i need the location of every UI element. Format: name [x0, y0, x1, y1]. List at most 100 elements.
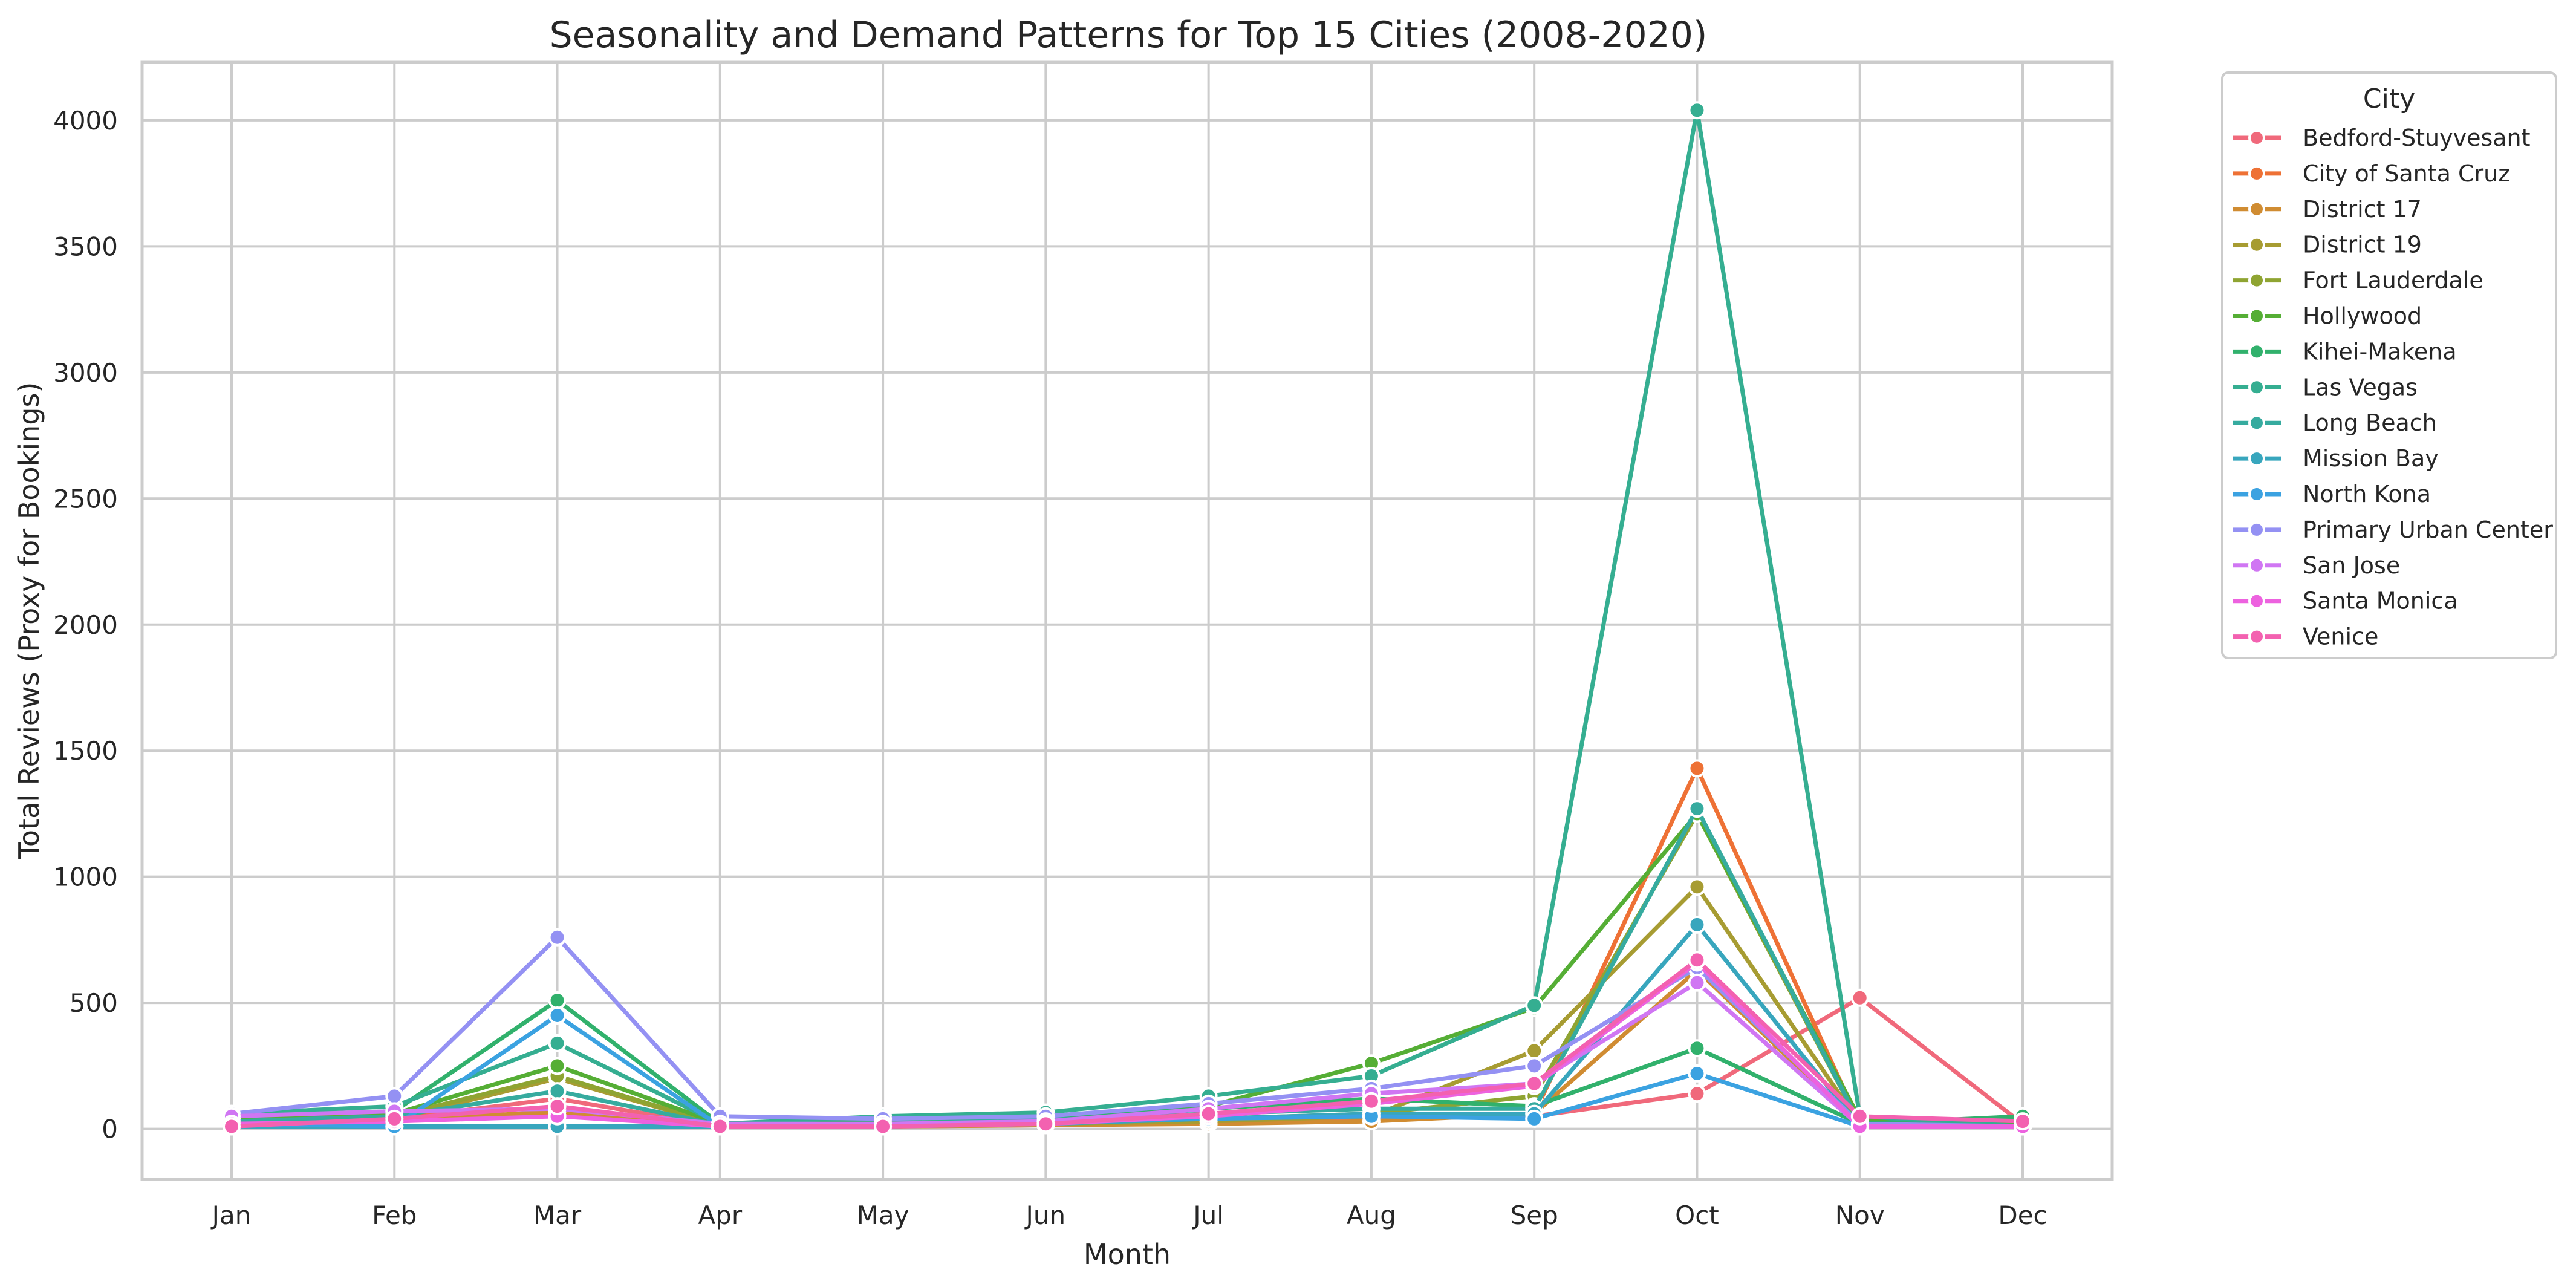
x-tick-label: Apr: [698, 1201, 742, 1230]
legend-label: City of Santa Cruz: [2303, 160, 2510, 187]
legend-swatch-marker: [2248, 343, 2265, 360]
y-tick-label: 3500: [53, 232, 118, 261]
legend-swatch-marker: [2248, 592, 2265, 610]
series-line: [229, 957, 2025, 1129]
y-tick-label: 1500: [53, 736, 118, 766]
data-point: [1525, 1074, 1544, 1093]
legend-title: City: [2363, 83, 2415, 114]
x-axis-ticks: Jan Feb Mar Apr May Jun Jul Aug Sep Oct Nov Dec: [210, 1201, 2047, 1230]
legend-label: Fort Lauderdale: [2303, 267, 2483, 294]
legend-swatch-marker: [2248, 236, 2265, 253]
data-point: [548, 928, 567, 947]
x-tick-label: Sep: [1511, 1201, 1558, 1230]
x-tick-label: Aug: [1347, 1201, 1396, 1230]
data-point: [1688, 1039, 1706, 1058]
data-point: [1525, 996, 1544, 1015]
data-point: [1688, 101, 1706, 120]
legend-item: Las Vegas: [2233, 374, 2418, 400]
data-point: [548, 1057, 567, 1075]
legend-swatch-marker: [2248, 165, 2265, 182]
legend-label: North Kona: [2303, 481, 2431, 507]
data-point: [548, 1097, 567, 1116]
legend-swatch-marker: [2248, 272, 2265, 289]
data-point: [874, 1117, 893, 1136]
y-tick-label: 2500: [53, 484, 118, 513]
data-point: [1688, 800, 1706, 818]
data-point: [1036, 1115, 1055, 1133]
series-layer: [223, 101, 2032, 1136]
data-point: [1850, 1107, 1869, 1126]
legend-box: [2221, 71, 2557, 659]
data-point: [1688, 1064, 1706, 1083]
data-point: [385, 1109, 404, 1128]
legend-label: Primary Urban Center: [2303, 516, 2553, 543]
legend-swatch-marker: [2248, 414, 2265, 432]
data-point: [1688, 951, 1706, 969]
legend-item: North Kona: [2233, 481, 2431, 507]
legend-label: Santa Monica: [2303, 588, 2458, 614]
data-point: [2014, 1112, 2032, 1131]
legend-item: Santa Monica: [2233, 588, 2458, 614]
legend-swatch-marker: [2248, 486, 2265, 503]
legend-swatch-marker: [2248, 200, 2265, 218]
data-point: [1525, 1109, 1544, 1128]
y-tick-label: 500: [70, 988, 118, 1018]
data-point: [1850, 988, 1869, 1007]
data-point: [548, 1034, 567, 1052]
legend-item: Primary Urban Center: [2233, 516, 2553, 543]
legend-item: San Jose: [2233, 552, 2400, 579]
x-tick-label: May: [857, 1201, 909, 1230]
legend-item: District 17: [2233, 196, 2422, 223]
data-point: [223, 1117, 241, 1136]
x-tick-label: Jul: [1191, 1201, 1224, 1230]
data-point: [1525, 1041, 1544, 1060]
legend-swatch-marker: [2248, 556, 2265, 574]
data-point: [548, 1082, 567, 1101]
x-tick-label: Mar: [533, 1201, 582, 1230]
legend-item: City of Santa Cruz: [2233, 160, 2510, 187]
legend: City Bedford-Stuyvesant City of Santa Cru…: [2221, 71, 2557, 659]
legend-label: Long Beach: [2303, 409, 2437, 436]
legend-item: District 19: [2233, 232, 2422, 258]
data-point: [548, 991, 567, 1009]
x-tick-label: Nov: [1835, 1201, 1885, 1230]
grid-lines: [142, 62, 2112, 1179]
y-tick-label: 2000: [53, 610, 118, 640]
data-point: [1688, 1084, 1706, 1103]
series-line: [229, 108, 2025, 1129]
legend-label: Las Vegas: [2303, 374, 2418, 400]
data-point: [1362, 1092, 1381, 1110]
legend-label: Bedford-Stuyvesant: [2303, 125, 2531, 151]
legend-swatch-marker: [2248, 521, 2265, 538]
y-tick-label: 0: [102, 1115, 118, 1144]
data-point: [548, 1006, 567, 1025]
legend-label: District 19: [2303, 232, 2422, 258]
data-point: [1688, 915, 1706, 934]
legend-items: Bedford-Stuyvesant City of Santa Cruz Dist…: [2233, 125, 2553, 650]
legend-swatch-marker: [2248, 450, 2265, 468]
legend-swatch-marker: [2248, 628, 2265, 645]
legend-item: Venice: [2233, 624, 2378, 650]
legend-item: Bedford-Stuyvesant: [2233, 125, 2531, 151]
x-tick-label: Jun: [1024, 1201, 1066, 1230]
legend-swatch-marker: [2248, 129, 2265, 146]
data-point: [1525, 1057, 1544, 1075]
x-tick-label: Oct: [1675, 1201, 1719, 1230]
legend-label: Venice: [2303, 624, 2378, 650]
data-point: [1688, 878, 1706, 896]
legend-item: Hollywood: [2233, 303, 2422, 330]
series-line: [229, 935, 2025, 1129]
series: [223, 804, 2032, 1133]
data-point: [385, 1087, 404, 1106]
x-axis-label: Month: [1084, 1238, 1171, 1271]
legend-item: Fort Lauderdale: [2233, 267, 2483, 294]
y-tick-label: 4000: [53, 106, 118, 135]
legend-swatch-marker: [2248, 379, 2265, 396]
x-tick-label: Feb: [372, 1201, 417, 1230]
legend-item: Kihei-Makena: [2233, 338, 2457, 365]
x-tick-label: Jan: [210, 1201, 252, 1230]
y-axis-label: Total Reviews (Proxy for Bookings): [13, 382, 45, 860]
legend-item: Long Beach: [2233, 409, 2437, 436]
data-point: [1688, 759, 1706, 778]
